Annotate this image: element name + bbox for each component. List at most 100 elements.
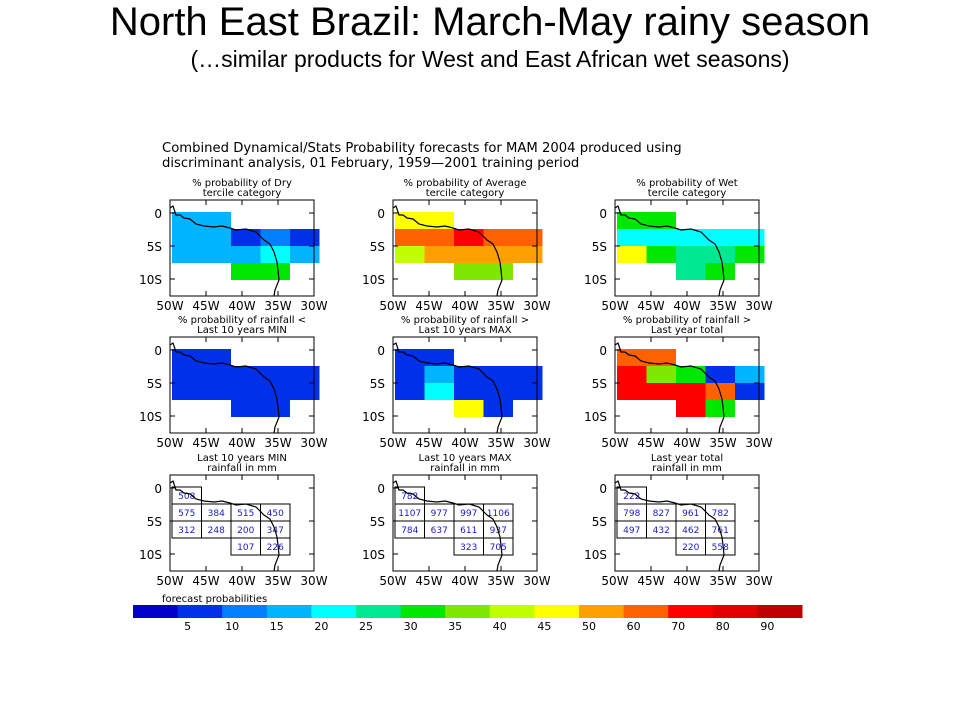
value-r1-c0: 575 <box>178 509 195 519</box>
colorbar-tick-10: 10 <box>225 620 239 633</box>
coastline <box>392 205 503 297</box>
panel-3-title-2: tercile category <box>648 188 727 199</box>
cell-r0-c0 <box>172 212 202 229</box>
y-tick-label: 0 <box>599 482 607 496</box>
y-tick-label: 5S <box>592 515 607 529</box>
cell-r2-c1 <box>424 383 454 400</box>
cell-r2-c2 <box>231 383 261 400</box>
cell-r0-c0 <box>617 349 647 366</box>
cell-r2-c0 <box>172 383 202 400</box>
cell-r1-c1 <box>424 366 454 383</box>
slide-title: North East Brazil: March-May rainy seaso… <box>109 0 871 44</box>
colorbar-tick-70: 70 <box>671 620 685 633</box>
cell-r2-c2 <box>676 383 706 400</box>
cell-r2-c0 <box>617 246 647 263</box>
value-r2-c1: 637 <box>431 526 448 536</box>
y-tick-label: 5S <box>592 240 607 254</box>
cell-r2-c0 <box>395 383 425 400</box>
value-r2-c2: 462 <box>682 526 699 536</box>
x-tick-label: 35W <box>264 574 291 588</box>
value-r1-c1: 384 <box>208 509 225 519</box>
colorbar-tick-35: 35 <box>448 620 462 633</box>
cell-r1-c0 <box>395 229 425 246</box>
cell-r1-c2 <box>454 366 484 383</box>
cell-r2-c2 <box>676 246 706 263</box>
x-tick-label: 50W <box>379 299 406 313</box>
cell-r1-c2 <box>231 229 261 246</box>
colorbar-tick-15: 15 <box>270 620 284 633</box>
y-tick-label: 5S <box>147 377 162 391</box>
panel-4: % probability of rainfall <Last 10 years… <box>139 315 328 450</box>
y-tick-label: 0 <box>599 344 607 358</box>
cell-r2-c0 <box>395 246 425 263</box>
cell-r3-c2 <box>454 263 484 280</box>
slide-subtitle: (…similar products for West and East Afr… <box>190 46 790 72</box>
value-r0-c0: 222 <box>623 492 640 502</box>
x-tick-label: 30W <box>523 574 550 588</box>
coastline <box>614 480 725 572</box>
value-r3-c2: 323 <box>460 543 477 553</box>
y-tick-label: 10S <box>362 548 385 562</box>
colorbar-swatch-3 <box>222 605 268 618</box>
value-r1-c2: 997 <box>460 509 477 519</box>
cell-r3-c2 <box>676 400 706 417</box>
panel-6-title-1: % probability of rainfall > <box>623 315 751 326</box>
value-r1-c3: 782 <box>712 509 729 519</box>
colorbar-tick-30: 30 <box>404 620 418 633</box>
colorbar-tick-25: 25 <box>359 620 373 633</box>
panel-1-title-1: % probability of Dry <box>192 178 292 189</box>
coastline <box>614 205 725 297</box>
cell-r1-c2 <box>454 229 484 246</box>
y-tick-label: 10S <box>139 548 162 562</box>
cell-r2-c4 <box>290 383 320 400</box>
panel-3-title-1: % probability of Wet <box>636 178 737 189</box>
y-tick-label: 5S <box>147 240 162 254</box>
coastline <box>169 205 280 297</box>
panel-4-title-1: % probability of rainfall < <box>178 315 306 326</box>
x-tick-label: 30W <box>523 436 550 450</box>
x-tick-label: 45W <box>415 299 442 313</box>
cell-r1-c0 <box>172 229 202 246</box>
x-tick-label: 40W <box>673 299 700 313</box>
x-tick-label: 45W <box>192 436 219 450</box>
x-tick-label: 50W <box>379 574 406 588</box>
y-tick-label: 0 <box>377 344 385 358</box>
cell-r1-c0 <box>395 366 425 383</box>
cell-r2-c4 <box>735 246 765 263</box>
x-tick-label: 45W <box>192 299 219 313</box>
value-r2-c1: 248 <box>208 526 225 536</box>
value-r1-c3: 1106 <box>487 509 510 519</box>
panel-9-title-1: Last year total <box>651 453 723 464</box>
value-r2-c2: 611 <box>460 526 477 536</box>
cell-r0-c1 <box>201 349 231 366</box>
y-tick-label: 10S <box>139 273 162 287</box>
cell-r3-c3 <box>705 537 736 556</box>
coastline <box>169 480 280 572</box>
cell-r2-c1 <box>201 246 231 263</box>
colorbar-swatch-6 <box>356 605 402 618</box>
colorbar-swatch-14 <box>712 605 758 618</box>
x-tick-label: 40W <box>451 574 478 588</box>
cell-r3-c3 <box>483 263 513 280</box>
x-tick-label: 40W <box>673 436 700 450</box>
panel-2-title-1: % probability of Average <box>403 178 526 189</box>
cell-r1-c0 <box>172 366 202 383</box>
x-tick-label: 30W <box>745 574 772 588</box>
cell-r2-c4 <box>735 383 765 400</box>
panel-6: % probability of rainfall >Last year tot… <box>584 315 773 450</box>
x-tick-label: 35W <box>487 299 514 313</box>
x-tick-label: 50W <box>156 574 183 588</box>
cell-r3-c2 <box>231 263 261 280</box>
value-r1-c0: 1107 <box>398 509 421 519</box>
colorbar-swatch-10 <box>534 605 580 618</box>
cell-r1-c4 <box>513 366 543 383</box>
panel-6-title-2: Last year total <box>651 325 723 336</box>
cell-r3-c3 <box>705 263 735 280</box>
x-tick-label: 30W <box>300 299 327 313</box>
value-r2-c0: 784 <box>401 526 418 536</box>
x-tick-label: 35W <box>264 436 291 450</box>
cell-r2-c4 <box>290 246 320 263</box>
x-tick-label: 50W <box>601 436 628 450</box>
